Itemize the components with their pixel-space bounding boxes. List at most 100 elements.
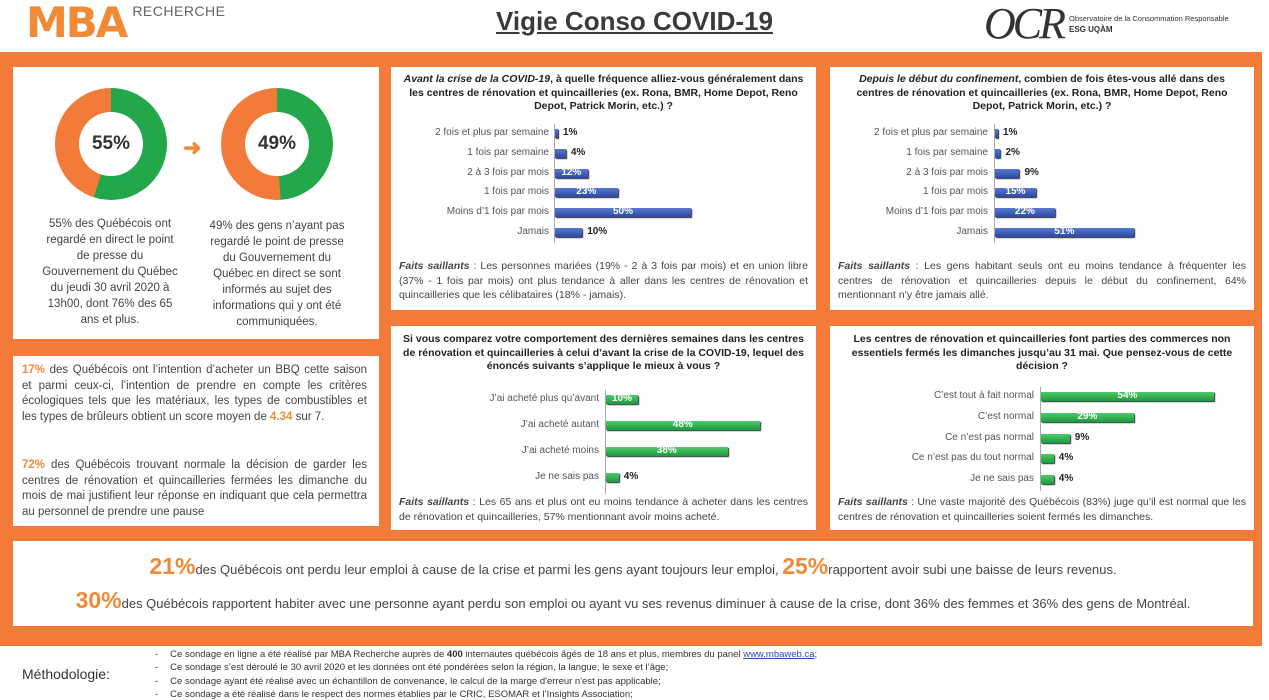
faits-saillants: Faits saillants : Une vaste majorité des… [838,495,1246,524]
chart-question: Depuis le début du confinement, combien … [840,73,1244,114]
methodology-note: Ce sondage a été réalisé dans le respect… [155,688,817,700]
note-1-text-2: internautes québécois âgés de 18 ans et … [462,649,744,660]
note-1-text: Ce sondage en ligne a été réalisé par MB… [170,649,447,660]
chart-value-label: 15% [1005,186,1026,198]
chart-value-label: 12% [561,166,582,178]
chart-question-text: Si vous comparez votre comportement des … [403,333,804,372]
donut-panel: 55% ➜ 49% 55% des Québécois ont regardé … [13,67,379,339]
chart-category-label: C’est normal [977,410,1034,422]
chart-panel-sunday-closure: Les centres de rénovation et quincailler… [830,326,1254,530]
stat-2-text: des Québécois rapportent habiter avec un… [121,596,1191,611]
chart-category-label: 1 fois par semaine [467,146,549,158]
faits-saillants: Faits saillants : Les gens habitant seul… [838,259,1246,303]
chart-value-label: 4% [623,471,639,482]
chart-bar [555,129,558,138]
chart-bar [1041,475,1054,485]
bbq-p1-pct: 17% [22,364,46,376]
chart-bar [1041,454,1054,464]
stat-1-text: des Québécois ont perdu leur emploi à ca… [195,562,783,577]
bbq-paragraph-2: 72% des Québécois trouvant normale la dé… [22,458,367,520]
chart-category-label: 1 fois par semaine [906,146,988,158]
mbaweb-link[interactable]: www.mbaweb.ca [743,649,815,660]
chart-question: Avant la crise de la COVID-19, à quelle … [401,73,806,114]
chart-panel-before-crisis: Avant la crise de la COVID-19, à quelle … [391,67,816,310]
chart-category-label: Jamais [517,226,549,237]
faits-saillants-text: : Les personnes mariées (19% - 2 à 3 foi… [399,260,809,301]
bbq-p1-text: des Québécois ont l’intention d’acheter … [22,364,367,423]
chart-question-emphasis: Avant la crise de la COVID-19 [403,73,551,85]
chart-value-label: 22% [1014,206,1035,218]
chart-value-label: 29% [1077,410,1098,422]
faits-saillants-text: : Les gens habitant seuls ont eu moins t… [838,260,1246,301]
chart-bar [555,148,566,158]
chart-bar [555,188,618,198]
donut-2-value: 49% [245,112,309,176]
chart-value-label: 50% [613,206,634,218]
chart-bar [995,208,1055,218]
chart-value-label: 48% [672,419,693,430]
chart-axis [1040,387,1041,491]
chart-value-label: 1% [1003,127,1018,138]
chart-value-label: 54% [1117,390,1138,401]
chart-axis [605,390,606,494]
bbq-paragraph-1: 17% des Québécois ont l’intention d’ache… [22,363,367,425]
faits-saillants-label: Faits saillants [838,260,911,272]
chart-question: Les centres de rénovation et quincailler… [840,333,1244,374]
chart-category-label: J’ai acheté plus qu’avant [489,393,599,404]
chart-bar [555,208,691,218]
mba-logo-subtitle: RECHERCHE [132,3,226,19]
chart-question-text: Les centres de rénovation et quincailler… [851,333,1233,372]
chart-value-label: 51% [1054,226,1075,237]
chart-category-label: Moins d’1 fois par mois [446,206,549,218]
chart-category-label: 1 fois par mois [922,186,988,198]
faits-saillants-text: : Les 65 ans et plus ont eu moins tendan… [399,496,808,523]
donut-1-description: 55% des Québécois ont regardé en direct … [42,218,178,326]
chart-category-label: 2 à 3 fois par mois [906,166,988,178]
chart-value-label: 10% [612,393,633,404]
faits-saillants-text: : Une vaste majorité des Québécois (83%)… [838,496,1246,523]
chart-category-label: 1 fois par mois [483,186,549,198]
chart-value-label: 2% [1005,146,1020,158]
bbq-score: 4.34 [270,410,293,423]
faits-saillants: Faits saillants : Les 65 ans et plus ont… [399,495,808,524]
chart-axis [994,124,995,243]
methodology-notes: Ce sondage en ligne a été réalisé par MB… [155,648,817,700]
bbq-panel: 17% des Québécois ont l’intention d’ache… [13,356,379,526]
faits-saillants-label: Faits saillants [838,496,908,508]
chart-bar [995,168,1020,178]
chart-bar [1041,392,1214,401]
ocr-line1: Observatoire de la Consommation Responsa… [1069,14,1229,23]
donut-chart-2: 49% [221,88,333,200]
page-title: Vigie Conso COVID-19 [0,6,1269,37]
chart-bar [995,188,1036,198]
chart-bar [606,395,638,404]
chart-bar [555,168,588,178]
stats-line-2: 30%des Québécois rapportent habiter avec… [13,587,1253,614]
chart-category-label: 2 fois et plus par semaine [435,127,549,138]
chart-value-label: 4% [1058,452,1074,464]
chart-value-label: 4% [1058,473,1074,485]
chart-bar [995,129,998,138]
chart-bar [1041,412,1134,422]
faits-saillants: Faits saillants : Les personnes mariées … [399,259,808,303]
ocr-line2: ESG UQÀM [1069,25,1113,34]
chart-bar [995,228,1134,237]
ocr-logo-text: OCR [984,0,1066,48]
bbq-p1-end: sur 7. [292,410,325,423]
faits-saillants-label: Faits saillants [399,260,470,272]
stats-line-1: 21%des Québécois ont perdu leur emploi à… [13,553,1253,580]
donut-2-description: 49% des gens n’ayant pas regardé le poin… [209,220,345,328]
stat-21-pct: 21% [149,553,196,579]
chart-bar [606,447,728,456]
chart-category-label: Ce n’est pas normal [945,431,1034,443]
bbq-p2-text: des Québécois trouvant normale la décisi… [22,459,367,518]
chart-value-label: 23% [576,186,597,198]
chart-question-text: , combien de fois êtes-vous allé dans de… [856,73,1228,112]
chart-question-text: , à quelle fréquence alliez-vous général… [409,73,804,112]
faits-saillants-label: Faits saillants [399,496,470,508]
arrow-right-icon: ➜ [183,135,202,160]
note-1-end: ; [814,649,818,660]
chart-value-label: 9% [1074,431,1090,443]
donut-chart-1: 55% [55,88,167,200]
chart-category-label: 2 à 3 fois par mois [467,166,549,178]
